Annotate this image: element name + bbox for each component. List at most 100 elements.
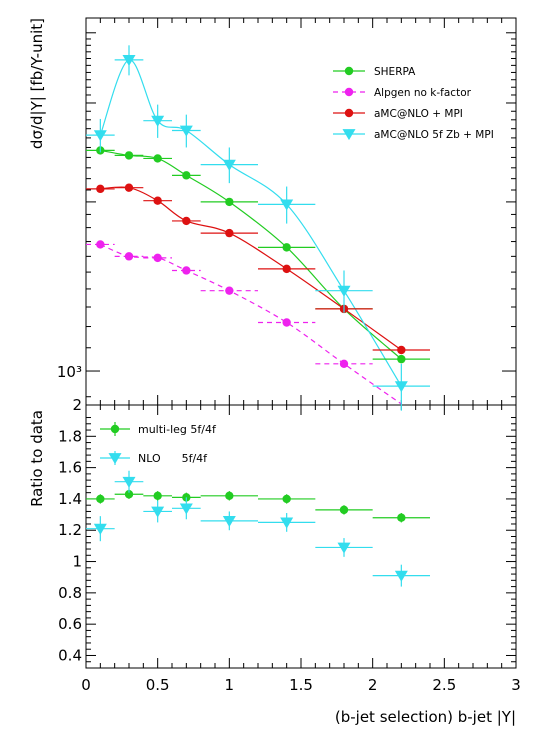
data-point <box>172 171 201 180</box>
data-point <box>258 318 316 327</box>
marker <box>282 264 291 274</box>
y-tick-label: 2 <box>72 396 82 414</box>
data-point <box>200 197 258 207</box>
ratio-point <box>258 513 316 532</box>
bottom-y-axis-title: Ratio to data <box>28 410 46 507</box>
marker <box>339 505 349 515</box>
y-tick-label: 1.4 <box>58 490 82 508</box>
marker <box>282 318 291 327</box>
marker <box>225 197 234 207</box>
legend-marker <box>344 87 354 97</box>
data-point <box>143 154 172 163</box>
data-point <box>143 104 172 138</box>
marker <box>222 159 236 171</box>
marker <box>339 359 349 369</box>
marker <box>280 199 294 211</box>
x-tick-label: 2 <box>368 676 378 694</box>
y-tick-label: 1.6 <box>58 459 82 477</box>
data-point <box>258 186 316 224</box>
marker <box>124 183 134 192</box>
bottom-legend: multi-leg 5f/4f NLO 5f/4f <box>100 422 217 465</box>
series-curve-2 <box>100 186 402 351</box>
legend-entry: SHERPA <box>333 66 416 78</box>
data-point <box>86 118 115 153</box>
bottom-axes: 0 0.5 1 1.5 2 2.5 3 0.4 0.6 0.8 1 1.2 1.4 1.6 1.8 2 <box>58 396 521 694</box>
marker <box>397 513 406 522</box>
data-point <box>372 363 430 411</box>
legend-marker <box>342 129 356 141</box>
marker <box>122 54 136 67</box>
marker <box>93 130 107 142</box>
y-tick-label: 1.8 <box>58 427 82 445</box>
legend-entry: multi-leg 5f/4f <box>100 422 217 436</box>
marker <box>153 196 162 205</box>
data-point <box>200 286 258 295</box>
marker <box>124 151 134 160</box>
ratio-point <box>200 491 258 501</box>
marker <box>225 228 234 238</box>
data-point <box>114 45 144 76</box>
series-curve-0 <box>100 149 402 360</box>
marker <box>122 476 136 488</box>
marker <box>282 494 291 504</box>
x-tick-label: 1 <box>225 676 235 694</box>
marker <box>96 240 105 249</box>
bottom-points <box>86 470 430 587</box>
series-curve-1 <box>100 243 402 405</box>
legend-marker <box>110 424 120 434</box>
marker <box>93 523 107 535</box>
marker <box>282 243 291 252</box>
legend-label: aMC@NLO 5f Zb + MPI <box>374 129 494 141</box>
data-point <box>200 228 258 238</box>
x-tick-label: 2.5 <box>432 676 456 694</box>
legend-label: aMC@NLO + MPI <box>374 108 463 120</box>
legend-label: NLO 5f/4f <box>138 452 208 465</box>
data-point <box>114 252 144 261</box>
x-axis-title: (b-jet selection) b-jet |Y| <box>335 708 516 726</box>
marker <box>153 154 162 163</box>
ratio-point <box>172 497 201 520</box>
ratio-point <box>315 505 373 515</box>
data-point <box>258 264 316 274</box>
ratio-point <box>86 494 115 504</box>
legend-entry: aMC@NLO 5f Zb + MPI <box>333 129 494 141</box>
ratio-point <box>143 491 172 501</box>
marker <box>397 354 406 364</box>
data-point <box>143 196 172 205</box>
top-axes: 10³ <box>57 18 517 405</box>
y-tick-label: 1.2 <box>58 521 82 539</box>
data-point <box>114 151 144 160</box>
legend-marker <box>108 453 122 465</box>
data-point <box>315 359 373 369</box>
data-point <box>172 216 201 226</box>
top-y-axis-title: dσ/d|Y| [fb/Y-unit] <box>28 18 46 149</box>
ratio-point <box>200 511 258 531</box>
x-tick-label: 0 <box>81 676 91 694</box>
marker <box>182 171 191 180</box>
y-tick-label: 0.6 <box>58 615 82 633</box>
marker <box>225 286 234 295</box>
legend-label: multi-leg 5f/4f <box>138 423 217 436</box>
marker <box>397 345 406 355</box>
x-tick-label: 1.5 <box>289 676 313 694</box>
marker <box>182 216 191 226</box>
top-points <box>86 45 430 411</box>
ratio-point <box>372 513 430 523</box>
top-legend: SHERPA Alpgen no k-factor aMC@NLO + MPI aMC… <box>333 66 494 141</box>
y-tick-label: 0.4 <box>58 646 82 664</box>
ratio-point <box>114 470 144 493</box>
marker <box>394 381 408 393</box>
marker <box>124 490 134 499</box>
marker <box>151 115 165 127</box>
marker <box>280 517 294 529</box>
top-curves <box>99 59 402 405</box>
data-point <box>86 184 115 194</box>
data-point <box>114 183 144 192</box>
data-point <box>315 270 373 313</box>
data-point <box>200 147 258 184</box>
legend-entry: Alpgen no k-factor <box>333 87 472 99</box>
marker <box>337 285 351 297</box>
legend-label: SHERPA <box>374 66 416 78</box>
data-point <box>258 243 316 252</box>
